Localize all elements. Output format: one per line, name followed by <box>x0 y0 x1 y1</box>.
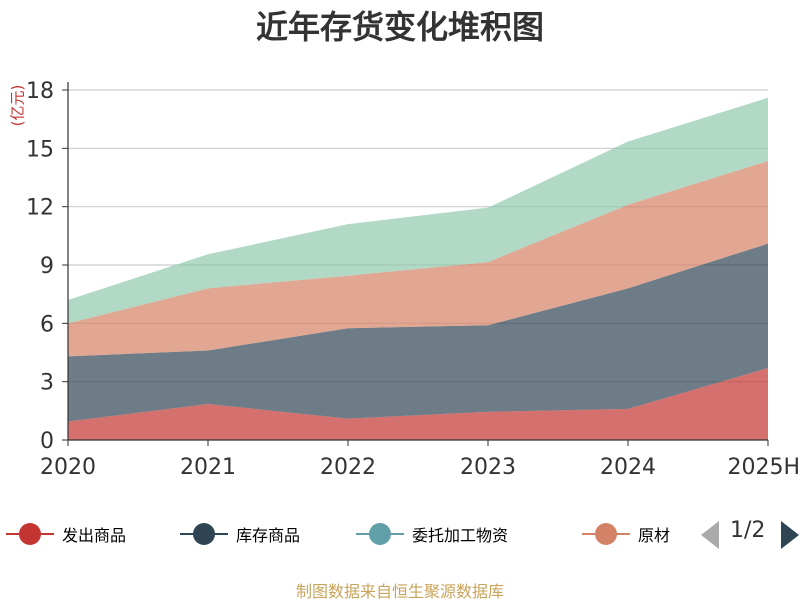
legend-label: 原材 <box>638 526 671 545</box>
x-tick-label: 2021 <box>180 455 236 480</box>
tick-labels: 0 3 6 9 12 15 18 2020 2021 2022 2023 2024 2025H <box>26 79 800 480</box>
legend-marker-icon <box>180 522 228 546</box>
axes <box>62 82 769 446</box>
x-tick-label: 2020 <box>40 455 96 480</box>
x-tick-label: 2024 <box>600 455 656 480</box>
legend-label: 库存商品 <box>236 526 301 545</box>
y-tick-label: 18 <box>26 79 54 104</box>
legend-next-page-icon[interactable] <box>781 521 799 549</box>
area-series-1 <box>68 368 768 440</box>
y-tick-label: 9 <box>40 254 54 279</box>
legend: 发出商品 库存商品 委托加工物资 原材 <box>0 514 683 554</box>
area-series-4 <box>68 160 768 357</box>
legend-page-indicator: 1/2 <box>730 518 766 543</box>
chart-title: 近年存货变化堆积图 <box>255 8 544 46</box>
legend-item-3[interactable]: 委托加工物资 <box>356 514 508 554</box>
x-tick-label: 2023 <box>460 455 516 480</box>
area-series-2 <box>68 243 768 422</box>
legend-marker-icon <box>356 522 404 546</box>
source-note: 制图数据来自恒生聚源数据库 <box>295 582 504 601</box>
y-tick-label: 6 <box>40 312 54 337</box>
legend-item-4[interactable]: 原材 <box>582 514 670 554</box>
x-tick-label: 2025H <box>727 455 800 480</box>
area-series-5 <box>68 97 768 324</box>
y-tick-label: 0 <box>40 429 54 454</box>
y-tick-label: 12 <box>26 196 54 221</box>
legend-item-2[interactable]: 库存商品 <box>180 514 300 554</box>
y-tick-label: 3 <box>40 371 54 396</box>
legend-marker-icon <box>582 522 630 546</box>
area-series <box>68 97 768 440</box>
x-tick-label: 2022 <box>320 455 376 480</box>
y-tick-label: 15 <box>26 137 54 162</box>
legend-prev-page-icon[interactable] <box>701 521 719 549</box>
legend-item-1[interactable]: 发出商品 <box>6 514 126 554</box>
legend-label: 发出商品 <box>62 526 127 545</box>
legend-marker-icon <box>6 522 54 546</box>
legend-label: 委托加工物资 <box>412 526 509 545</box>
